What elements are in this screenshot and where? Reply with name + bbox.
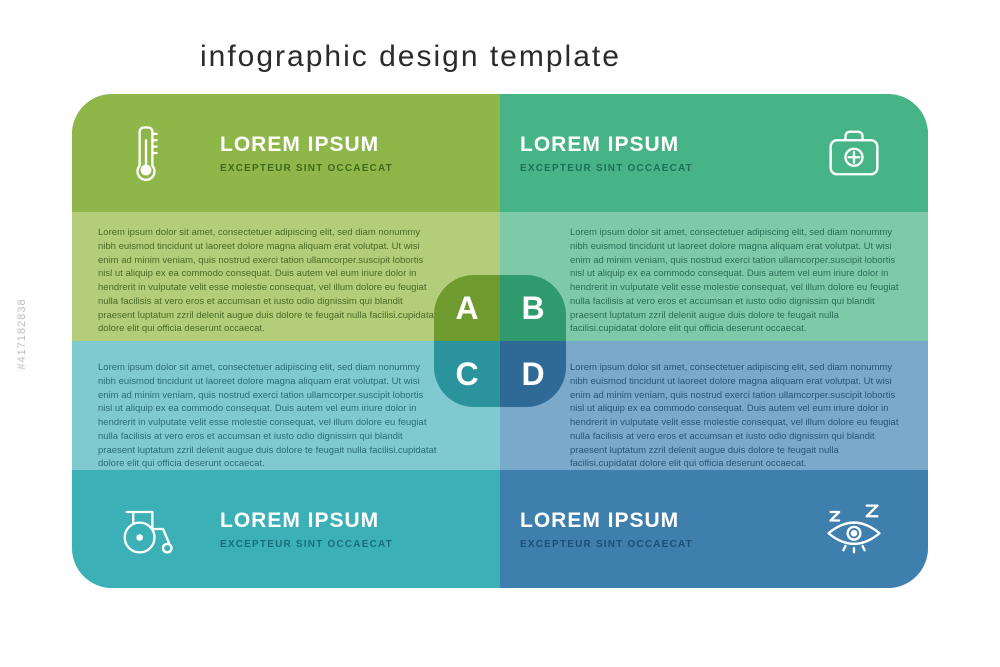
panel-b-badge: B: [500, 275, 566, 341]
panel-c-headings: LOREM IPSUM EXCEPTEUR SINT OCCAECAT: [220, 509, 500, 550]
page-title: infographic design template: [200, 40, 928, 74]
sleepy-eye-icon: [780, 495, 928, 563]
panel-b-body: Lorem ipsum dolor sit amet, consectetuer…: [570, 226, 902, 336]
panel-b-headings: LOREM IPSUM EXCEPTEUR SINT OCCAECAT: [500, 133, 780, 174]
panel-d: Lorem ipsum dolor sit amet, consectetuer…: [500, 341, 928, 588]
first-aid-kit-icon: [780, 119, 928, 187]
panel-c-sub: EXCEPTEUR SINT OCCAECAT: [220, 539, 480, 550]
panel-grid: LOREM IPSUM EXCEPTEUR SINT OCCAECAT Lore…: [72, 94, 928, 588]
watermark-id: #417182838: [16, 298, 28, 369]
panel-a-heading: LOREM IPSUM: [220, 133, 480, 157]
thermometer-icon: [72, 119, 220, 187]
panel-d-body: Lorem ipsum dolor sit amet, consectetuer…: [570, 361, 902, 471]
infographic-stage: infographic design template LOREM IPSUM …: [72, 40, 928, 588]
panel-d-headings: LOREM IPSUM EXCEPTEUR SINT OCCAECAT: [500, 509, 780, 550]
panel-c: Lorem ipsum dolor sit amet, consectetuer…: [72, 341, 500, 588]
panel-a: LOREM IPSUM EXCEPTEUR SINT OCCAECAT Lore…: [72, 94, 500, 341]
panel-d-sub: EXCEPTEUR SINT OCCAECAT: [520, 539, 780, 550]
panel-a-body: Lorem ipsum dolor sit amet, consectetuer…: [98, 226, 440, 336]
panel-a-headings: LOREM IPSUM EXCEPTEUR SINT OCCAECAT: [220, 133, 500, 174]
panel-a-band: LOREM IPSUM EXCEPTEUR SINT OCCAECAT: [72, 94, 500, 212]
panel-c-band: LOREM IPSUM EXCEPTEUR SINT OCCAECAT: [72, 470, 500, 588]
panel-b-band: LOREM IPSUM EXCEPTEUR SINT OCCAECAT: [500, 94, 928, 212]
panel-d-band: LOREM IPSUM EXCEPTEUR SINT OCCAECAT: [500, 470, 928, 588]
panel-a-badge: A: [434, 275, 500, 341]
panel-b-heading: LOREM IPSUM: [520, 133, 780, 157]
panel-c-body: Lorem ipsum dolor sit amet, consectetuer…: [98, 361, 440, 471]
wheelchair-icon: [72, 495, 220, 563]
panel-d-heading: LOREM IPSUM: [520, 509, 780, 533]
panel-c-heading: LOREM IPSUM: [220, 509, 480, 533]
panel-a-sub: EXCEPTEUR SINT OCCAECAT: [220, 163, 480, 174]
panel-b-sub: EXCEPTEUR SINT OCCAECAT: [520, 163, 780, 174]
panel-d-badge: D: [500, 341, 566, 407]
panel-b: LOREM IPSUM EXCEPTEUR SINT OCCAECAT Lore…: [500, 94, 928, 341]
panel-c-badge: C: [434, 341, 500, 407]
